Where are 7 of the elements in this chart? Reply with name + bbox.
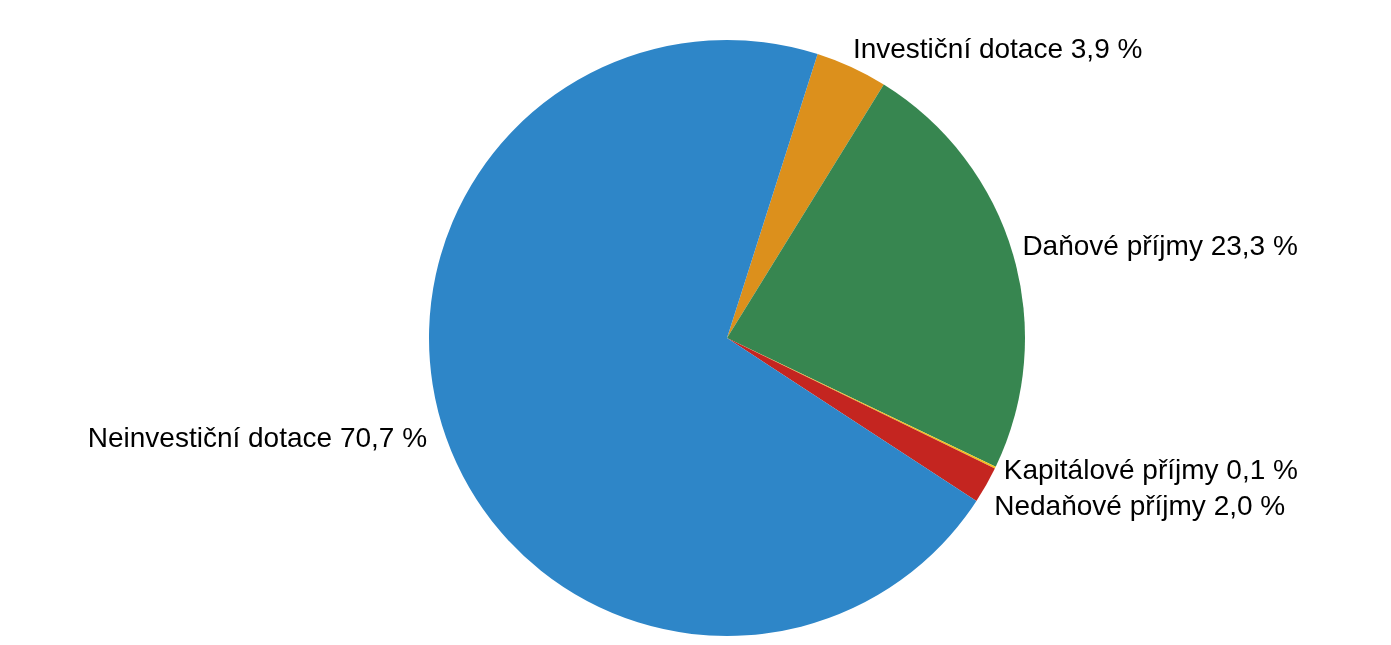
pie-slice: [727, 338, 995, 502]
slice-label: Investiční dotace 3,9 %: [852, 33, 1143, 65]
slice-label: Kapitálové příjmy 0,1 %: [1003, 453, 1298, 485]
pie-slice: [429, 40, 977, 636]
slice-label: Daňové příjmy 23,3 %: [1022, 229, 1298, 261]
slice-label: Nedaňové příjmy 2,0 %: [994, 489, 1286, 521]
slice-label: Neinvestiční dotace 70,7 %: [87, 422, 428, 454]
